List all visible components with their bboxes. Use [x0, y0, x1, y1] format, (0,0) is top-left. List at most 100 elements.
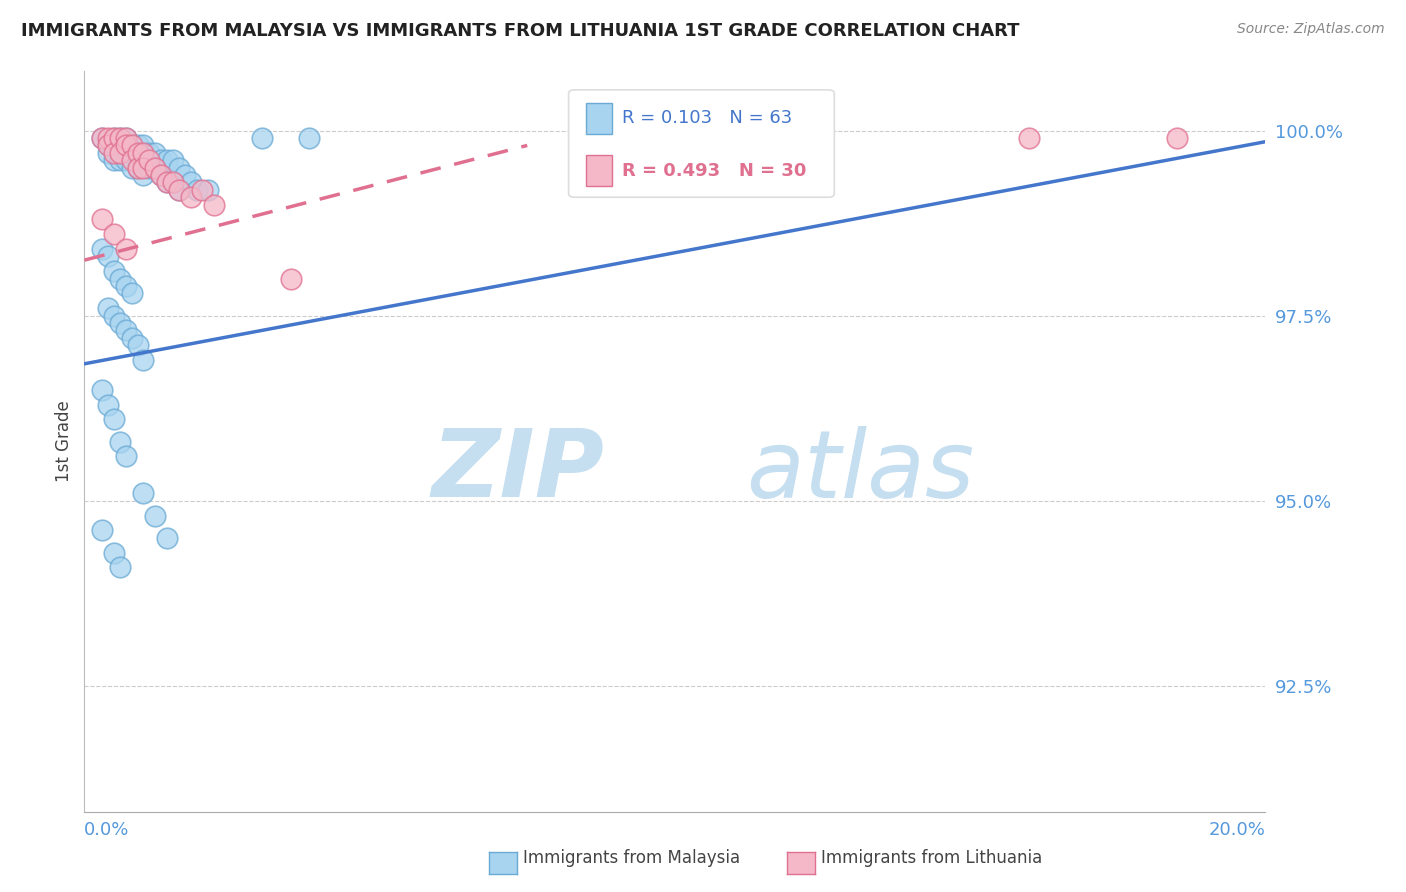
Point: [103, 131, 125, 145]
Point: [167, 161, 190, 175]
Point: [156, 176, 179, 190]
Point: [156, 176, 179, 190]
Point: [97, 250, 120, 264]
Point: [1018, 131, 1040, 145]
Text: Source: ZipAtlas.com: Source: ZipAtlas.com: [1237, 22, 1385, 37]
Text: IMMIGRANTS FROM MALAYSIA VS IMMIGRANTS FROM LITHUANIA 1ST GRADE CORRELATION CHAR: IMMIGRANTS FROM MALAYSIA VS IMMIGRANTS F…: [21, 22, 1019, 40]
Point: [108, 560, 131, 574]
Point: [132, 486, 155, 500]
Point: [91, 383, 114, 397]
Point: [103, 153, 125, 168]
Point: [127, 338, 149, 352]
FancyBboxPatch shape: [568, 90, 834, 197]
Point: [156, 153, 179, 168]
Point: [298, 131, 321, 145]
FancyBboxPatch shape: [586, 103, 612, 135]
Point: [127, 161, 149, 175]
Point: [91, 524, 114, 538]
Point: [162, 153, 184, 168]
Point: [167, 183, 190, 197]
Point: [186, 183, 208, 197]
Y-axis label: 1st Grade: 1st Grade: [55, 401, 73, 483]
Point: [121, 145, 143, 160]
Point: [97, 138, 120, 153]
Point: [108, 131, 131, 145]
Point: [114, 153, 136, 168]
Point: [103, 227, 125, 242]
Point: [202, 197, 225, 211]
Point: [132, 153, 155, 168]
Point: [167, 183, 190, 197]
Point: [114, 450, 136, 464]
Point: [143, 161, 166, 175]
Point: [250, 131, 273, 145]
Point: [156, 531, 179, 545]
Point: [114, 131, 136, 145]
Point: [180, 190, 202, 204]
Text: Immigrants from Malaysia: Immigrants from Malaysia: [523, 849, 740, 867]
Text: R = 0.103   N = 63: R = 0.103 N = 63: [621, 109, 792, 127]
Point: [108, 153, 131, 168]
Point: [91, 131, 114, 145]
Point: [132, 145, 155, 160]
Point: [280, 271, 302, 285]
Point: [91, 242, 114, 256]
Point: [127, 161, 149, 175]
Text: atlas: atlas: [745, 425, 974, 516]
Point: [108, 271, 131, 285]
Point: [97, 131, 120, 145]
Point: [108, 145, 131, 160]
Text: 0.0%: 0.0%: [84, 821, 129, 838]
Point: [103, 138, 125, 153]
Text: 20.0%: 20.0%: [1209, 821, 1265, 838]
Point: [121, 138, 143, 153]
Point: [114, 138, 136, 153]
Point: [97, 138, 120, 153]
Point: [143, 161, 166, 175]
Point: [132, 168, 155, 182]
Point: [97, 398, 120, 412]
Point: [103, 412, 125, 426]
Point: [103, 264, 125, 278]
Text: ZIP: ZIP: [432, 425, 605, 517]
Point: [138, 145, 160, 160]
Point: [1166, 131, 1188, 145]
Point: [150, 168, 173, 182]
Point: [97, 145, 120, 160]
Point: [108, 434, 131, 449]
Point: [103, 309, 125, 323]
Point: [150, 168, 173, 182]
Point: [150, 153, 173, 168]
Point: [132, 353, 155, 368]
Point: [197, 183, 219, 197]
Point: [97, 301, 120, 316]
Point: [121, 161, 143, 175]
Point: [132, 161, 155, 175]
Point: [121, 153, 143, 168]
Point: [108, 131, 131, 145]
Text: R = 0.493   N = 30: R = 0.493 N = 30: [621, 161, 806, 179]
Point: [173, 168, 195, 182]
Point: [114, 279, 136, 293]
Point: [191, 183, 214, 197]
Point: [162, 176, 184, 190]
Point: [91, 131, 114, 145]
Point: [114, 324, 136, 338]
Point: [127, 145, 149, 160]
Point: [121, 286, 143, 301]
Point: [143, 145, 166, 160]
Point: [91, 212, 114, 227]
Point: [108, 316, 131, 330]
Point: [127, 138, 149, 153]
Point: [108, 145, 131, 160]
FancyBboxPatch shape: [586, 155, 612, 186]
Point: [143, 508, 166, 523]
Point: [127, 145, 149, 160]
Point: [138, 161, 160, 175]
Point: [138, 153, 160, 168]
Point: [103, 131, 125, 145]
Point: [180, 176, 202, 190]
Point: [114, 131, 136, 145]
Point: [132, 138, 155, 153]
Point: [103, 145, 125, 160]
